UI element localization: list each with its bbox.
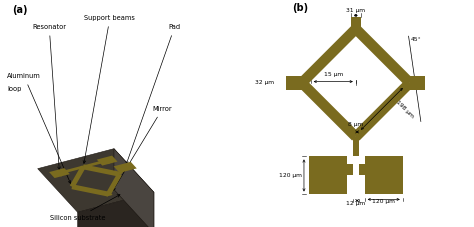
Bar [358,164,403,175]
Polygon shape [97,156,118,165]
Text: 198 μm: 198 μm [395,100,415,120]
Polygon shape [106,160,110,164]
Text: Resonator: Resonator [32,24,66,170]
Text: Pad: Pad [126,24,181,164]
Bar [309,164,353,175]
Text: (b): (b) [292,3,309,13]
Text: loop: loop [7,86,22,92]
Text: Aluminum: Aluminum [7,74,71,183]
Text: 8 μm: 8 μm [348,122,364,127]
Text: (a): (a) [12,5,27,15]
Bar [309,156,347,195]
Polygon shape [114,162,137,173]
Polygon shape [38,149,154,212]
Polygon shape [83,164,120,177]
Polygon shape [49,168,70,178]
Polygon shape [58,172,63,177]
Polygon shape [114,149,154,227]
Text: Mirror: Mirror [113,106,172,190]
Text: 45°: 45° [411,37,422,42]
Polygon shape [302,29,410,137]
Text: 120 μm: 120 μm [372,199,395,204]
Text: Silicon substrate: Silicon substrate [50,195,120,221]
Bar [351,17,361,29]
Polygon shape [352,79,413,141]
Polygon shape [83,159,108,168]
Polygon shape [298,25,359,86]
Polygon shape [72,184,109,197]
Text: 32 μm: 32 μm [255,80,274,85]
Text: 120 μm: 120 μm [279,173,301,178]
Text: Support beams: Support beams [83,15,135,163]
Polygon shape [72,167,119,194]
Polygon shape [104,192,113,196]
Bar [353,137,358,156]
Text: 15 μm: 15 μm [324,72,343,77]
Polygon shape [298,79,359,141]
Bar [280,76,302,90]
Bar [410,76,431,90]
Polygon shape [78,192,154,227]
Text: 31 μm: 31 μm [346,8,365,13]
Polygon shape [106,173,122,195]
Bar [365,156,403,195]
Text: 12 μm: 12 μm [346,200,365,205]
Polygon shape [352,25,413,86]
Polygon shape [70,166,85,188]
Polygon shape [118,167,126,175]
Polygon shape [59,165,83,174]
